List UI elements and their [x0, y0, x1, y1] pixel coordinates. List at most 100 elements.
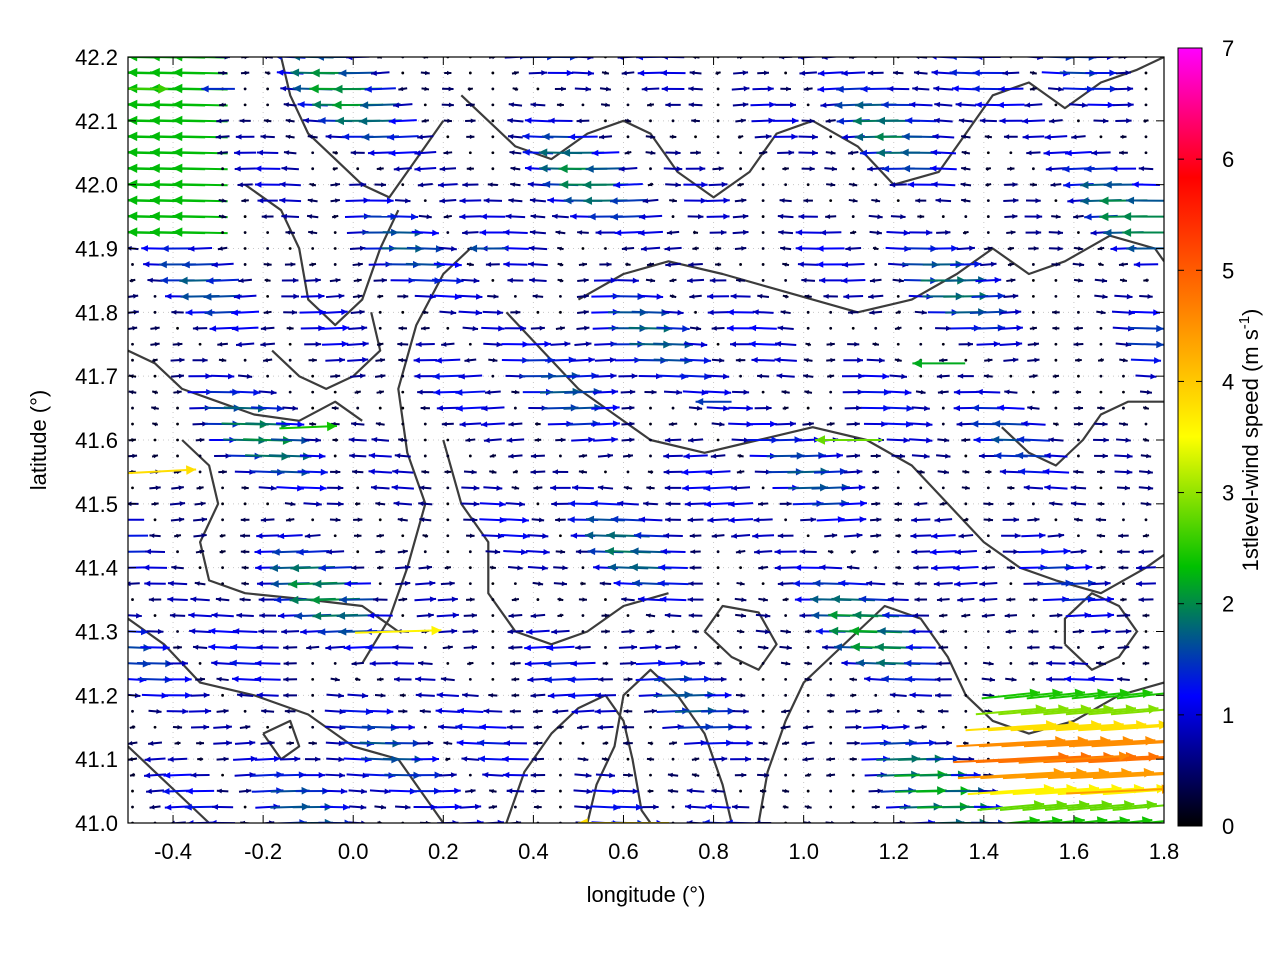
wind-arrow-head: [338, 293, 344, 298]
wind-arrow-head: [336, 518, 341, 523]
wind-arrow: [942, 726, 945, 729]
wind-arrow-head: [217, 789, 222, 794]
wind-arrow-head: [856, 659, 864, 667]
wind-arrow: [443, 645, 453, 650]
wind-arrow: [603, 741, 609, 745]
wind-arrow: [244, 806, 247, 809]
wind-arrow: [286, 518, 294, 522]
wind-arrow-head: [576, 549, 581, 554]
wind-arrow-head: [1058, 246, 1063, 251]
wind-arrow-head: [1044, 485, 1050, 491]
wind-arrow: [664, 246, 681, 251]
wind-arrow: [577, 278, 588, 283]
wind-arrow-head: [955, 549, 961, 555]
wind-arrow-head: [458, 373, 464, 379]
wind-arrow: [624, 486, 632, 490]
wind-arrow-head: [456, 405, 463, 412]
wind-arrow: [893, 581, 904, 586]
wind-arrow-head: [504, 740, 510, 746]
wind-arrow: [987, 534, 990, 537]
wind-arrow: [457, 708, 483, 714]
wind-arrow: [377, 677, 384, 681]
wind-arrow-head: [717, 246, 721, 250]
wind-arrow-head: [853, 611, 862, 620]
wind-arrow: [121, 517, 144, 523]
wind-arrow-head: [481, 421, 487, 427]
wind-arrow-head: [728, 517, 735, 523]
wind-arrow-head: [774, 549, 780, 555]
wind-arrow: [895, 518, 902, 522]
wind-arrow: [617, 788, 638, 794]
wind-arrow: [529, 245, 547, 250]
wind-arrow-head: [915, 581, 920, 586]
wind-arrow: [221, 486, 224, 489]
wind-arrow-head: [798, 261, 804, 267]
wind-arrow: [807, 646, 810, 649]
wind-arrow: [733, 230, 749, 235]
wind-arrow-head: [1006, 629, 1011, 634]
wind-arrow: [236, 613, 253, 618]
wind-arrow-head: [1139, 549, 1144, 554]
wind-arrow: [401, 375, 404, 378]
wind-arrow-head: [294, 612, 302, 620]
wind-arrow: [807, 694, 810, 697]
wind-arrow: [438, 724, 458, 730]
wind-arrow-head: [810, 595, 818, 603]
wind-arrow-head: [1046, 661, 1052, 667]
wind-arrow-head: [939, 358, 944, 362]
wind-arrow: [491, 614, 494, 617]
wind-arrow-head: [961, 438, 966, 442]
wind-arrow: [266, 295, 269, 298]
wind-arrow: [869, 709, 882, 714]
wind-arrow: [1054, 279, 1057, 282]
wind-arrow: [617, 501, 639, 507]
wind-arrow: [339, 596, 376, 604]
wind-arrow: [1005, 613, 1017, 618]
wind-arrow-dot: [424, 646, 427, 649]
wind-arrow: [371, 485, 390, 490]
wind-arrow: [213, 740, 232, 746]
wind-arrow-head: [460, 421, 466, 427]
wind-arrow-dot: [942, 726, 945, 729]
wind-arrow: [1027, 517, 1039, 522]
wind-arrow: [195, 581, 206, 586]
wind-arrow: [1120, 598, 1126, 602]
wind-arrow-head: [143, 565, 149, 571]
wind-arrow-dot: [154, 614, 157, 617]
wind-arrow: [934, 517, 952, 522]
wind-arrow-head: [471, 470, 476, 475]
wind-arrow-dot: [266, 726, 269, 729]
wind-arrow: [1088, 612, 1114, 618]
wind-arrow: [149, 485, 160, 490]
wind-arrow-head: [339, 772, 345, 778]
wind-arrow-dot: [739, 375, 742, 378]
wind-arrow-head: [503, 772, 509, 778]
wind-arrow: [646, 278, 655, 282]
wind-arrow: [487, 294, 498, 299]
wind-arrow: [895, 534, 901, 538]
wind-arrow: [706, 469, 731, 475]
wind-arrow: [356, 550, 359, 553]
wind-arrow: [309, 422, 316, 426]
wind-arrow: [176, 439, 179, 442]
wind-arrow-head: [451, 246, 457, 251]
wind-arrow-head: [395, 453, 401, 458]
wind-arrow: [491, 598, 494, 601]
wind-arrow: [1122, 518, 1125, 521]
wind-arrow-head: [903, 437, 909, 443]
wind-arrow-head: [529, 278, 535, 283]
wind-arrow-head: [294, 756, 300, 762]
wind-arrow: [502, 517, 529, 523]
wind-arrow-head: [161, 245, 168, 252]
wind-arrow-head: [728, 501, 735, 507]
wind-arrow: [1073, 470, 1083, 475]
wind-arrow: [665, 517, 681, 522]
wind-arrow-head: [778, 230, 783, 235]
wind-arrow: [421, 326, 430, 330]
wind-arrow: [1032, 263, 1035, 266]
wind-arrow-head: [259, 597, 265, 602]
wind-arrow-head: [819, 564, 825, 570]
wind-arrow: [774, 357, 797, 363]
wind-arrow: [1075, 358, 1082, 362]
wind-arrow-head: [629, 406, 634, 411]
